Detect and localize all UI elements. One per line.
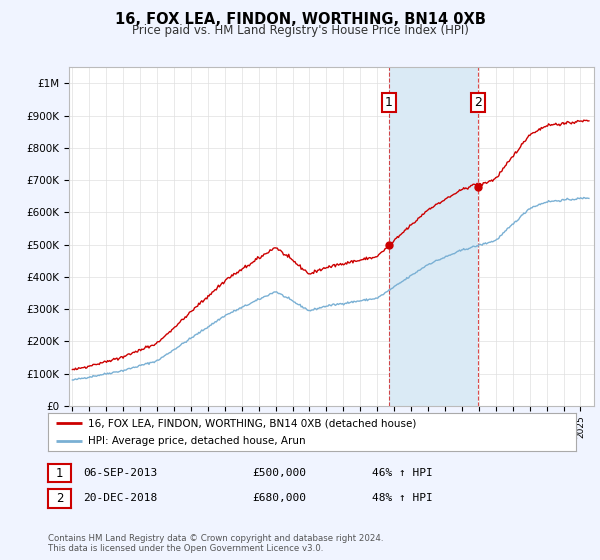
Text: £680,000: £680,000 [252, 493, 306, 503]
Bar [389, 33, 478, 406]
Text: 48% ↑ HPI: 48% ↑ HPI [372, 493, 433, 503]
Text: 20-DEC-2018: 20-DEC-2018 [83, 493, 157, 503]
Text: £500,000: £500,000 [252, 468, 306, 478]
Text: 2: 2 [56, 492, 63, 505]
Text: 16, FOX LEA, FINDON, WORTHING, BN14 0XB: 16, FOX LEA, FINDON, WORTHING, BN14 0XB [115, 12, 485, 27]
Text: 16, FOX LEA, FINDON, WORTHING, BN14 0XB (detached house): 16, FOX LEA, FINDON, WORTHING, BN14 0XB … [88, 418, 416, 428]
Text: HPI: Average price, detached house, Arun: HPI: Average price, detached house, Arun [88, 436, 305, 446]
Text: Contains HM Land Registry data © Crown copyright and database right 2024.
This d: Contains HM Land Registry data © Crown c… [48, 534, 383, 553]
Text: 1: 1 [385, 96, 392, 109]
Text: 46% ↑ HPI: 46% ↑ HPI [372, 468, 433, 478]
Text: 2: 2 [475, 96, 482, 109]
Text: 1: 1 [56, 466, 63, 480]
Text: 06-SEP-2013: 06-SEP-2013 [83, 468, 157, 478]
Text: Price paid vs. HM Land Registry's House Price Index (HPI): Price paid vs. HM Land Registry's House … [131, 24, 469, 36]
